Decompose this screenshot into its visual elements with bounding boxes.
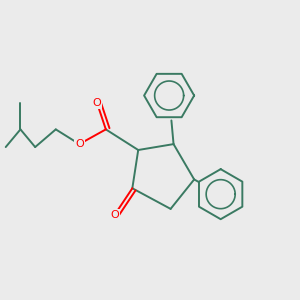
Text: O: O xyxy=(110,210,119,220)
Text: O: O xyxy=(93,98,101,108)
Text: O: O xyxy=(75,139,84,149)
